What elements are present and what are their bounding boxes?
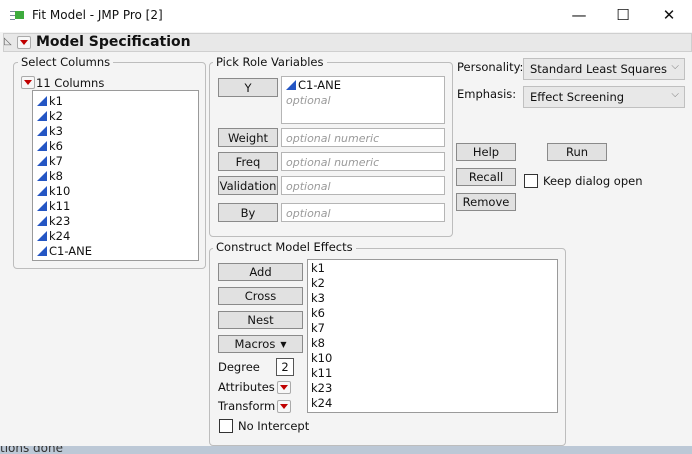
macros-button[interactable]: Macros ▼ [218,335,303,353]
columns-count: 11 Columns [36,76,105,90]
jmp-app-icon [10,10,24,20]
effect-item[interactable]: k1 [311,261,325,275]
column-item[interactable]: k10 [37,184,70,199]
chevron-down-icon: ⌵ [671,61,679,72]
construct-model-effects-group [209,248,566,446]
transform-label: Transform [218,399,276,413]
continuous-icon [37,186,47,196]
y-role-value: C1-ANE [286,78,341,93]
status-bar: tions done [0,446,692,454]
weight-role-button[interactable]: Weight [218,128,278,147]
effect-item[interactable]: k7 [311,321,325,335]
dropdown-arrow-icon: ▼ [280,339,287,349]
column-item[interactable]: k6 [37,139,63,154]
title-bar: Fit Model - JMP Pro [2] — ☐ ✕ [0,0,692,32]
add-button[interactable]: Add [218,263,303,281]
continuous-icon [37,141,47,151]
weight-role-field[interactable]: optional numeric [281,128,445,147]
continuous-icon [37,171,47,181]
continuous-icon [37,231,47,241]
cross-button[interactable]: Cross [218,287,303,305]
construct-model-effects-label: Construct Model Effects [213,240,356,254]
attributes-menu-button[interactable] [277,381,291,394]
remove-button[interactable]: Remove [456,193,516,211]
run-button[interactable]: Run [547,143,607,161]
chevron-down-icon: ⌵ [671,89,679,100]
select-columns-label: Select Columns [18,55,114,69]
continuous-icon [37,111,47,121]
personality-label: Personality: [457,60,524,74]
attributes-label: Attributes [218,380,275,394]
continuous-icon [37,216,47,226]
model-effects-list[interactable]: k1 k2 k3 k6 k7 k8 k10 k11 k23 k24 [307,259,558,413]
keep-dialog-open-label: Keep dialog open [543,174,643,188]
no-intercept-checkbox[interactable] [219,419,233,433]
by-role-field[interactable]: optional [281,203,445,222]
pick-role-label: Pick Role Variables [213,55,327,69]
emphasis-label: Emphasis: [457,87,517,101]
effect-item[interactable]: k6 [311,306,325,320]
continuous-icon [37,126,47,136]
effect-item[interactable]: k11 [311,366,333,380]
validation-role-field[interactable]: optional [281,176,445,195]
transform-menu-button[interactable] [277,400,291,413]
column-item[interactable]: C1-ANE [37,244,92,259]
effect-item[interactable]: k2 [311,276,325,290]
column-item[interactable]: k1 [37,94,63,109]
minimize-button[interactable]: — [571,6,587,24]
help-button[interactable]: Help [456,143,516,161]
no-intercept-label: No Intercept [238,419,310,433]
column-item[interactable]: k7 [37,154,63,169]
effect-item[interactable]: k24 [311,396,333,410]
effect-item[interactable]: k10 [311,351,333,365]
status-text: tions done [0,446,63,454]
effect-item[interactable]: k23 [311,381,333,395]
continuous-icon [37,201,47,211]
continuous-icon [286,80,296,90]
continuous-icon [37,246,47,256]
personality-select[interactable]: Standard Least Squares ⌵ [523,58,685,80]
y-role-field[interactable]: C1-ANE optional [281,76,445,124]
emphasis-select[interactable]: Effect Screening ⌵ [523,86,685,108]
effect-item[interactable]: k8 [311,336,325,350]
column-item[interactable]: k2 [37,109,63,124]
column-item[interactable]: k3 [37,124,63,139]
by-role-button[interactable]: By [218,203,278,222]
recall-button[interactable]: Recall [456,168,516,186]
degree-label: Degree [218,360,260,374]
columns-list[interactable]: k1 k2 k3 k6 k7 k8 k10 k11 k23 k24 C1-ANE [32,90,199,261]
nest-button[interactable]: Nest [218,311,303,329]
validation-role-button[interactable]: Validation [218,176,278,195]
continuous-icon [37,156,47,166]
y-role-placeholder: optional [286,94,331,107]
continuous-icon [37,96,47,106]
column-item[interactable]: k8 [37,169,63,184]
column-item[interactable]: k11 [37,199,70,214]
degree-input[interactable]: 2 [276,358,294,376]
freq-role-field[interactable]: optional numeric [281,152,445,171]
effect-item[interactable]: k3 [311,291,325,305]
columns-menu-button[interactable] [21,76,35,89]
maximize-button[interactable]: ☐ [616,6,630,24]
window-title: Fit Model - JMP Pro [2] [32,8,163,22]
close-button[interactable]: ✕ [662,6,676,24]
keep-dialog-open-checkbox[interactable] [524,174,538,188]
red-triangle-menu-button[interactable] [17,36,31,49]
column-item[interactable]: k24 [37,229,70,244]
column-item[interactable]: k23 [37,214,70,229]
freq-role-button[interactable]: Freq [218,152,278,171]
pick-role-group [209,62,453,237]
y-role-button[interactable]: Y [218,78,278,97]
disclosure-triangle-icon[interactable]: ◺ [4,36,12,47]
page-title: Model Specification [36,34,191,50]
